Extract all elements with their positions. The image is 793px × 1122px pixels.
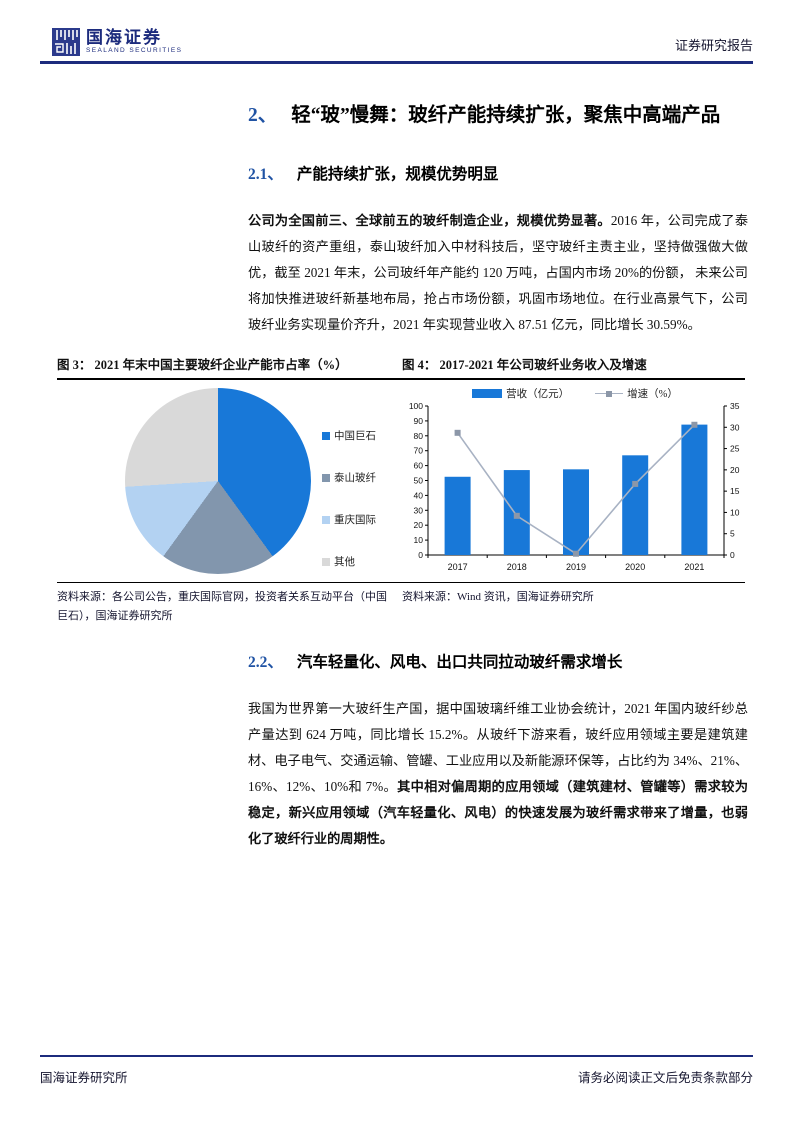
- svg-text:0: 0: [418, 550, 423, 560]
- sealand-seal-icon: [52, 28, 80, 56]
- text-column-bottom: 2.2、 汽车轻量化、风电、出口共同拉动玻纤需求增长 我国为世界第一大玻纤生产国，…: [248, 652, 748, 852]
- paragraph-2-2-lead: 我国为世界第一大玻纤生产国，据中国玻璃纤维工业协会统计，2021 年国内玻纤纱总…: [248, 701, 749, 794]
- subsection-2-2-number: 2.2、: [248, 654, 283, 671]
- legend-growth-label: 增速（%）: [627, 389, 678, 400]
- section-2-title: 2、 轻“玻”慢舞：玻纤产能持续扩张，聚焦中高端产品: [248, 96, 748, 136]
- svg-text:10: 10: [730, 507, 740, 517]
- pie-legend-item: 泰山玻纤: [322, 470, 392, 485]
- footer-right: 请务必阅读正文后免责条款部分: [577, 1071, 753, 1085]
- subsection-2-2-title: 2.2、 汽车轻量化、风电、出口共同拉动玻纤需求增长: [248, 652, 748, 674]
- subsection-2-2-title-text: 汽车轻量化、风电、出口共同拉动玻纤需求增长: [296, 654, 623, 671]
- legend-bar-swatch: [472, 389, 503, 398]
- figure-sources-row: 资料来源：各公司公告，重庆国际官网，投资者关系互动平台（中国巨石），国海证券研究…: [57, 582, 745, 626]
- pie-legend-swatch: [322, 515, 330, 524]
- svg-text:2020: 2020: [625, 562, 645, 572]
- subsection-2-1-number: 2.1、: [248, 166, 283, 183]
- pie-legend-label: 泰山玻纤: [334, 473, 376, 484]
- logo-name-cn: 国海证券: [86, 28, 162, 47]
- svg-text:40: 40: [414, 490, 424, 500]
- legend-item-growth: 增速（%）: [595, 386, 678, 401]
- figure-3-source: 资料来源：各公司公告，重庆国际官网，投资者关系互动平台（中国巨石），国海证券研究…: [57, 591, 387, 622]
- svg-text:0: 0: [730, 550, 735, 560]
- footer-rule: [40, 1055, 753, 1057]
- svg-text:100: 100: [409, 401, 423, 411]
- svg-text:70: 70: [414, 446, 424, 456]
- svg-text:2019: 2019: [566, 562, 586, 572]
- footer-left: 国海证券研究所: [40, 1071, 128, 1085]
- report-type-label: 证券研究报告: [674, 38, 753, 53]
- paragraph-2-2-bold: 其中相对偏周期的应用领域（建筑建材、管罐等）需求较为稳定，新兴应用领域（汽车轻量…: [248, 779, 749, 846]
- pie-legend-item: 中国巨石: [322, 428, 392, 443]
- subsection-2-1-title-text: 产能持续扩张，规模优势明显: [296, 166, 499, 183]
- figure-4-chart-area: 营收（亿元） 增速（%） 0 10 20 30 40 50 60 70 80 90 100 0 5 10 15…: [402, 380, 748, 582]
- pie-legend-item: 其他: [322, 554, 392, 569]
- svg-text:30: 30: [414, 505, 424, 515]
- svg-text:20: 20: [414, 520, 424, 530]
- svg-text:90: 90: [414, 416, 424, 426]
- svg-text:25: 25: [730, 444, 740, 454]
- figures-block: 图 3： 2021 年末中国主要玻纤企业产能市占率（%） 图 4： 2017-2…: [57, 354, 745, 626]
- logo-name-en: SEALAND SECURITIES: [86, 47, 183, 54]
- svg-text:35: 35: [730, 401, 740, 411]
- paragraph-2-1-rest: 2016 年，公司完成了泰山玻纤的资产重组，泰山玻纤加入中材科技后，坚守玻纤主责…: [248, 213, 749, 332]
- svg-text:15: 15: [730, 486, 740, 496]
- svg-text:10: 10: [414, 535, 424, 545]
- paragraph-2-1-lead: 公司为全国前三、全球前五的玻纤制造企业，规模优势显著。: [248, 213, 611, 228]
- pie-legend-label: 重庆国际: [334, 515, 376, 526]
- page-header: 国海证券 SEALAND SECURITIES 证券研究报告: [0, 0, 793, 56]
- bar-line-chart: 0 10 20 30 40 50 60 70 80 90 100 0 5 10 15 20 25 30 35 2017…: [409, 401, 740, 572]
- pie-legend: 中国巨石泰山玻纤重庆国际其他: [322, 428, 392, 596]
- figure-charts-row: 中国巨石 泰山玻纤 重庆国际 其他 营收（亿元） 增速（%） 0 10 20 30 40 50 60…: [57, 380, 745, 582]
- pie-legend-label: 其他: [334, 557, 355, 568]
- page-footer: 国海证券研究所 请务必阅读正文后免责条款部分: [40, 1055, 753, 1086]
- svg-text:60: 60: [414, 461, 424, 471]
- svg-text:5: 5: [730, 529, 735, 539]
- svg-text:2017: 2017: [448, 562, 468, 572]
- pie-legend-item: 重庆国际: [322, 512, 392, 527]
- pie-legend-label: 中国巨石: [334, 431, 376, 442]
- legend-line-swatch: [595, 390, 624, 398]
- svg-text:80: 80: [414, 431, 424, 441]
- paragraph-2-2: 我国为世界第一大玻纤生产国，据中国玻璃纤维工业协会统计，2021 年国内玻纤纱总…: [248, 696, 748, 852]
- pie-legend-swatch: [322, 557, 330, 566]
- figure-captions-row: 图 3： 2021 年末中国主要玻纤企业产能市占率（%） 图 4： 2017-2…: [57, 354, 745, 380]
- sealand-logo: 国海证券 SEALAND SECURITIES: [52, 28, 182, 56]
- section-2-title-text: 轻“玻”慢舞：玻纤产能持续扩张，聚焦中高端产品: [291, 105, 721, 126]
- text-column-top: 2、 轻“玻”慢舞：玻纤产能持续扩张，聚焦中高端产品 2.1、 产能持续扩张，规模优…: [248, 96, 748, 338]
- pie-legend-swatch: [322, 473, 330, 482]
- svg-text:20: 20: [730, 465, 740, 475]
- svg-text:2018: 2018: [507, 562, 527, 572]
- bar-chart-legend: 营收（亿元） 增速（%）: [472, 386, 678, 401]
- pie-chart: [125, 388, 311, 574]
- figure-4-caption: 图 4： 2017-2021 年公司玻纤业务收入及增速: [402, 358, 647, 372]
- pie-legend-swatch: [322, 431, 330, 440]
- logo-text: 国海证券 SEALAND SECURITIES: [86, 28, 182, 54]
- figure-3-caption: 图 3： 2021 年末中国主要玻纤企业产能市占率（%）: [57, 358, 348, 372]
- footer-row: 国海证券研究所 请务必阅读正文后免责条款部分: [40, 1067, 753, 1086]
- figure-4-source: 资料来源：Wind 资讯，国海证券研究所: [402, 591, 594, 603]
- section-2-number: 2、: [248, 105, 278, 126]
- svg-text:2021: 2021: [684, 562, 704, 572]
- paragraph-2-1: 公司为全国前三、全球前五的玻纤制造企业，规模优势显著。2016 年，公司完成了泰…: [248, 208, 748, 338]
- header-rule: [40, 61, 753, 64]
- figure-3-chart-area: 中国巨石泰山玻纤重庆国际其他: [57, 380, 392, 582]
- svg-text:50: 50: [414, 476, 424, 486]
- legend-revenue-label: 营收（亿元）: [506, 389, 570, 400]
- svg-text:30: 30: [730, 422, 740, 432]
- legend-item-revenue: 营收（亿元）: [472, 386, 569, 401]
- subsection-2-1-title: 2.1、 产能持续扩张，规模优势明显: [248, 164, 748, 186]
